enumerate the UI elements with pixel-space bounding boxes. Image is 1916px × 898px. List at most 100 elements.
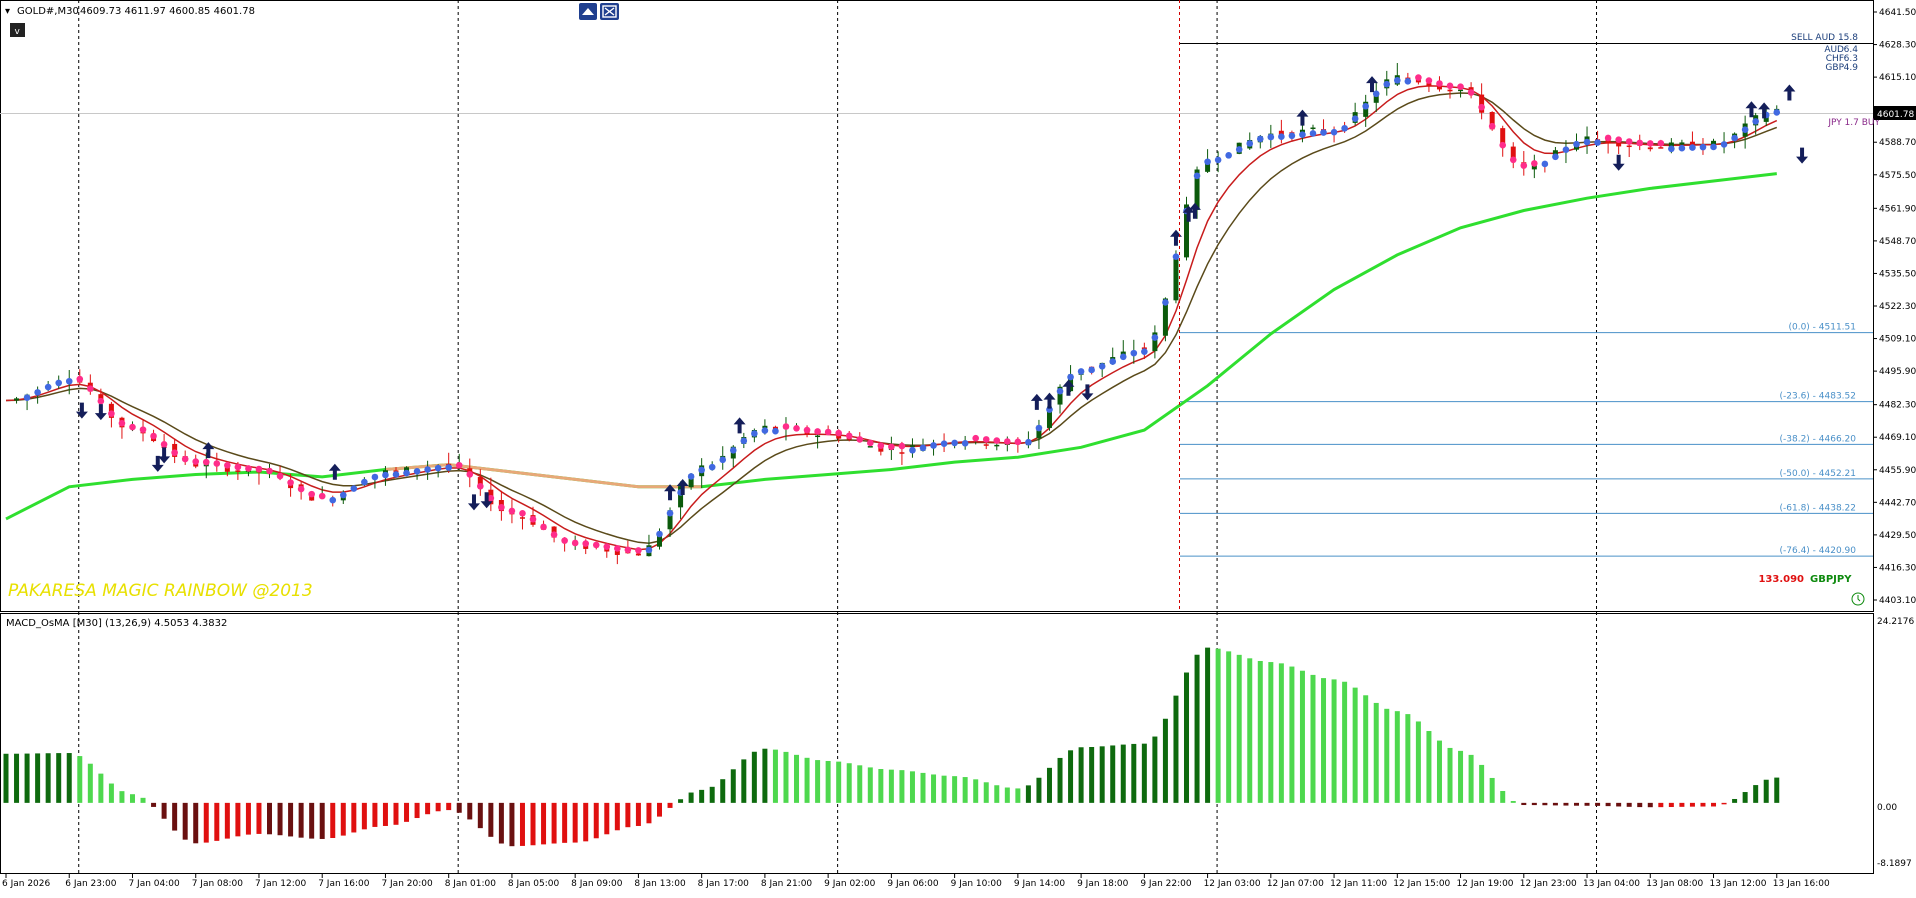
macd-histogram-bar [1595, 802, 1601, 806]
bull-candle [1120, 351, 1126, 356]
fibo-level-label: (-76.4) - 4420.90 [1780, 546, 1857, 556]
rainbow-dot-blue [909, 446, 916, 454]
macd-histogram-bar [1236, 654, 1242, 803]
bull-candle [1458, 89, 1464, 92]
macd-histogram-bar [625, 802, 631, 828]
macd-histogram-bar [720, 779, 726, 803]
bull-candle [1679, 142, 1685, 145]
rainbow-dot-blue [1130, 349, 1138, 357]
rainbow-dot-pink [1467, 89, 1475, 96]
macd-histogram-bar [1552, 802, 1558, 806]
strength-header: SELL AUD 15.8 [1791, 33, 1858, 43]
buy-arrow-icon [1296, 109, 1309, 126]
macd-histogram-bar [182, 802, 188, 840]
rainbow-dot-pink [1014, 438, 1022, 446]
rainbow-dot-pink [466, 471, 474, 478]
macd-histogram-bar [635, 802, 641, 826]
bear-candle [477, 477, 483, 486]
macd-histogram-bar [477, 802, 483, 829]
buy-arrow-icon [1188, 202, 1201, 219]
time-tick-label: 12 Jan 23:00 [1520, 879, 1577, 889]
time-tick-label: 8 Jan 13:00 [634, 879, 686, 889]
bull-candle [867, 446, 873, 448]
bear-candle [1658, 147, 1664, 149]
rainbow-dot-blue [1299, 131, 1306, 138]
macd-histogram-bar [1679, 802, 1685, 807]
rainbow-dot-blue [1109, 358, 1117, 365]
rainbow-dot-blue [1225, 152, 1232, 159]
rainbow-dot-pink [192, 458, 200, 465]
rainbow-dot-blue [55, 379, 63, 387]
macd-title: MACD_OsMA [M30] (13,26,9) 4.5053 4.3832 [6, 618, 227, 629]
macd-histogram-bar [35, 753, 41, 803]
price-tick-label: 4641.50 [1879, 8, 1916, 18]
rainbow-dot-blue [1077, 368, 1085, 375]
collapse-button[interactable] [10, 23, 25, 37]
current-price-tag [1874, 106, 1916, 120]
macd-histogram-bar [1531, 802, 1537, 806]
sell-arrow-icon [467, 494, 480, 511]
pair-price: 133.090 [1758, 574, 1804, 585]
fibo-level-label: (0.0) - 4511.51 [1788, 323, 1856, 333]
rainbow-dot-pink [540, 523, 547, 531]
macd-histogram-bar [1647, 802, 1653, 808]
macd-histogram-bar [973, 779, 979, 803]
macd-histogram-bar [224, 802, 230, 839]
macd-histogram-bar [878, 769, 884, 803]
buy-arrow-icon [1366, 76, 1379, 93]
close-chart-button[interactable] [600, 3, 619, 20]
rainbow-dot-blue [940, 440, 948, 447]
buy-arrow-icon [1745, 101, 1758, 118]
time-tick-label: 12 Jan 03:00 [1204, 879, 1261, 889]
macd-histogram-bar [446, 802, 452, 811]
rainbow-dot-blue [65, 377, 73, 385]
rainbow-dot-pink [508, 507, 516, 515]
rainbow-dot-pink [1436, 80, 1443, 87]
macd-histogram-bar [1025, 785, 1031, 803]
buy-arrow-icon [1030, 393, 1043, 410]
scroll-up-button[interactable] [579, 3, 597, 20]
macd-histogram-bar [14, 753, 20, 803]
rainbow-dot-blue [424, 466, 431, 473]
fibo-level-label: (-61.8) - 4438.22 [1780, 503, 1857, 513]
macd-histogram-bar [1289, 666, 1295, 803]
time-axis: 6 Jan 2026 6 Jan 23:00 7 Jan 04:00 7 Jan 08… [2, 874, 1830, 889]
time-tick-label: 13 Jan 04:00 [1583, 879, 1640, 889]
macd-histogram-bar [435, 802, 441, 812]
macd-histogram-bar [1257, 660, 1263, 803]
macd-histogram-bar [709, 786, 715, 803]
rainbow-dot-pink [1004, 438, 1011, 445]
rainbow-dot-blue [1172, 253, 1180, 261]
macd-histogram-bar [1247, 658, 1253, 803]
rainbow-dot-pink [856, 436, 864, 443]
price-tick-label: 4495.90 [1879, 367, 1916, 377]
price-tick-label: 4628.30 [1879, 41, 1916, 51]
rainbow-dot-blue [719, 456, 727, 464]
sell-arrow-icon [75, 402, 88, 419]
rainbow-dot-blue [740, 437, 748, 445]
collapse-button-label: v [15, 27, 21, 37]
macd-histogram-bar [1352, 687, 1358, 803]
macd-histogram-bar [1605, 802, 1611, 807]
rainbow-dot-pink [234, 463, 242, 471]
sell-arrow-icon [94, 404, 107, 421]
price-tick-label: 4469.10 [1879, 433, 1916, 443]
macd-histogram-bar [309, 802, 315, 839]
macd-histogram-bar [1068, 750, 1074, 803]
sell-arrow-icon [151, 455, 164, 472]
rainbow-dot-blue [1278, 133, 1285, 141]
macd-histogram-bar [1763, 779, 1769, 803]
macd-histogram-bar [1500, 790, 1506, 803]
bear-candle [1500, 128, 1506, 148]
macd-histogram-bar [562, 802, 568, 843]
rainbow-dot-pink [1446, 82, 1454, 90]
price-tick-label: 4416.30 [1879, 563, 1916, 573]
rainbow-dot-blue [1035, 424, 1043, 432]
macd-histogram-bar [330, 802, 336, 839]
rainbow-dot-blue [434, 464, 442, 472]
macd-histogram-bar [214, 802, 220, 841]
menu-triangle-icon[interactable]: ▾ [5, 6, 10, 17]
bear-candle [1626, 145, 1632, 148]
macd-histogram-bar [351, 802, 357, 833]
